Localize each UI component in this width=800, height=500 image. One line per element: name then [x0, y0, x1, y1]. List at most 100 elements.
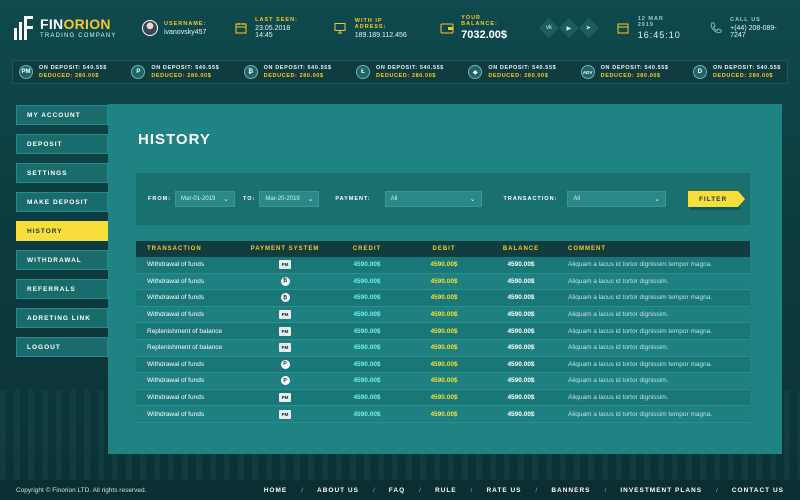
footer-link-faq[interactable]: FAQ [388, 486, 406, 494]
transaction-cell: Withdrawal of funds [147, 377, 205, 385]
table-row[interactable]: Withdrawal of funds ₿ 4590.00$ 4590.00$ 4590… [136, 273, 750, 291]
nav-separator: / [716, 486, 718, 494]
footer-link-investment-plans[interactable]: INVESTMENT PLANS [620, 486, 703, 494]
phone-value[interactable]: +(44) 208-089-7247 [730, 25, 777, 39]
transaction-select[interactable]: All ⌄ [567, 191, 667, 207]
perfect-money-icon: PM [279, 310, 291, 320]
col-payment-system[interactable]: PAYMENT SYSTEM [250, 246, 320, 252]
comment-cell: Aliquam a lacus id tortor dignissim. [568, 377, 669, 385]
credit-cell: 4590.00$ [353, 311, 381, 319]
history-panel: HISTORY FROM: Mar-01-2019 ⌄ TO: Mar-20-20… [108, 104, 782, 454]
col-balance[interactable]: BALANCE [502, 246, 540, 252]
bitcoin-icon: ₿ [280, 276, 290, 286]
sidebar: MY ACCOUNT DEPOSIT SETTINGS MAKE DEPOSIT… [16, 105, 118, 366]
from-date-value: Mar-01-2019 [181, 196, 216, 202]
from-date-select[interactable]: Mar-01-2019 ⌄ [175, 191, 236, 207]
logo[interactable]: FINORION TRADING COMPANY [12, 16, 132, 40]
payment-system-cell: P [240, 359, 330, 369]
avatar[interactable] [141, 20, 158, 36]
sidebar-item-logout[interactable]: LOGOUT [16, 337, 108, 357]
perfect-money-icon: PM [279, 409, 291, 419]
footer-link-rate-us[interactable]: RATE US [486, 486, 522, 494]
table-row[interactable]: Withdrawal of funds PM 4590.00$ 4590.00$ 459… [136, 389, 750, 407]
sidebar-item-adreting-link[interactable]: ADRETING LINK [16, 308, 108, 328]
copyright: Copyright © Finorion LTD. All rights res… [16, 486, 147, 494]
table-row[interactable]: Withdrawal of funds PM 4590.00$ 4590.00$ 459… [136, 306, 750, 324]
table-row[interactable]: Withdrawal of funds PM 4590.00$ 4590.00$ 459… [136, 257, 750, 274]
to-date-select[interactable]: Mar-20-2019 ⌄ [259, 191, 320, 207]
footer-link-about-us[interactable]: ABOUT US [317, 486, 359, 494]
table-body: Withdrawal of funds PM 4590.00$ 4590.00$ 459… [136, 257, 750, 423]
nav-separator: / [419, 486, 421, 494]
nav-separator: / [604, 486, 607, 494]
telegram-icon[interactable]: ➤ [579, 18, 600, 38]
credit-cell: 4590.00$ [353, 394, 381, 402]
to-label: TO: [243, 196, 256, 202]
payment-value: All [390, 196, 398, 202]
sidebar-item-my-account[interactable]: MY ACCOUNT [16, 105, 108, 125]
perfect-money-icon: PM [279, 326, 291, 336]
col-credit[interactable]: CREDIT [352, 246, 382, 252]
transaction-cell: Replenishment of balance [147, 344, 223, 352]
payeer-icon: P [131, 65, 146, 79]
calendar-icon [614, 19, 631, 37]
table-row[interactable]: Withdrawal of funds P 4590.00$ 4590.00$ 4590… [136, 356, 750, 374]
username-label: USERNAME: [163, 20, 207, 27]
balance-cell: 4590.00$ [507, 344, 535, 352]
col-transaction[interactable]: TRANSACTION [147, 246, 202, 252]
sidebar-item-deposit[interactable]: DEPOSIT [16, 134, 108, 154]
user-info: USERNAME: ivanovsky457 [141, 20, 207, 36]
vk-icon[interactable]: vk [539, 18, 560, 38]
dash-icon: D [692, 65, 707, 79]
table-row[interactable]: Withdrawal of funds PM 4590.00$ 4590.00$ 459… [136, 406, 750, 423]
sidebar-item-referrals[interactable]: REFERRALS [16, 279, 108, 299]
payment-select[interactable]: All ⌄ [384, 191, 482, 207]
ticker-deposit: ON DEPOSIT: 540.55$ [39, 64, 107, 71]
payment-system-cell: ₿ [240, 276, 330, 286]
sidebar-item-history[interactable]: HISTORY [16, 221, 118, 241]
credit-cell: 4590.00$ [353, 377, 381, 385]
to-date-value: Mar-20-2019 [265, 196, 300, 202]
username-value: ivanovsky457 [163, 28, 207, 36]
footer: Copyright © Finorion LTD. All rights res… [0, 480, 800, 500]
balance: YOUR BALANCE: 7032.00$ [438, 15, 516, 41]
bitcoin-icon: ₿ [280, 293, 290, 303]
filter-button[interactable]: FILTER [688, 191, 745, 207]
table-row[interactable]: Replenishment of balance PM 4590.00$ 4590.0… [136, 339, 750, 357]
col-comment[interactable]: COMMENT [568, 246, 606, 252]
table-row[interactable]: Withdrawal of funds ₿ 4590.00$ 4590.00$ 4590… [136, 290, 750, 307]
brand-name: FINORION [40, 16, 111, 32]
nav-separator: / [535, 486, 538, 494]
ticker-deduced: DEDUCED: 280.00$ [375, 73, 437, 79]
transaction-cell: Withdrawal of funds [147, 410, 205, 418]
col-debit[interactable]: DEBIT [432, 246, 456, 252]
credit-cell: 4590.00$ [353, 410, 381, 418]
table-row[interactable]: Withdrawal of funds P 4590.00$ 4590.00$ 4590… [136, 373, 750, 390]
sidebar-item-withdrawal[interactable]: WITHDRAWAL [16, 250, 108, 270]
perfect-money-icon: PM [19, 65, 33, 79]
debit-cell: 4590.00$ [430, 360, 458, 368]
brand-subtitle: TRADING COMPANY [40, 33, 117, 39]
youtube-icon[interactable]: ▶ [559, 18, 580, 38]
ticker-deduced: DEDUCED: 280.00$ [488, 73, 549, 79]
history-table: TRANSACTION PAYMENT SYSTEM CREDIT DEBIT … [136, 241, 750, 423]
footer-link-home[interactable]: HOME [263, 486, 288, 494]
footer-link-contact-us[interactable]: CONTACT US [731, 486, 784, 494]
balance-cell: 4590.00$ [507, 294, 535, 302]
comment-cell: Aliquam a lacus id tortor dignissim temp… [568, 410, 713, 418]
footer-link-rule[interactable]: RULE [434, 486, 457, 494]
sidebar-item-make-deposit[interactable]: MAKE DEPOSIT [16, 192, 108, 212]
balance-cell: 4590.00$ [507, 360, 535, 368]
debit-cell: 4590.00$ [430, 344, 458, 352]
table-row[interactable]: Replenishment of balance PM 4590.00$ 4590.0… [136, 323, 750, 340]
date-time: 12 MAR 2019 16:45:10 [614, 16, 681, 40]
nav-separator: / [470, 486, 473, 494]
ticker-item: D ON DEPOSIT: 540.55$ DEDUCED: 280.00$ [692, 64, 781, 81]
balance-cell: 4590.00$ [507, 311, 535, 319]
footer-link-banners[interactable]: BANNERS [551, 486, 591, 494]
comment-cell: Aliquam a lacus id tortor dignissim. [568, 311, 669, 319]
ticker-item: Ł ON DEPOSIT: 540.55$ DEDUCED: 280.00$ [355, 64, 444, 81]
balance-cell: 4590.00$ [507, 327, 535, 335]
sidebar-item-settings[interactable]: SETTINGS [16, 163, 108, 183]
